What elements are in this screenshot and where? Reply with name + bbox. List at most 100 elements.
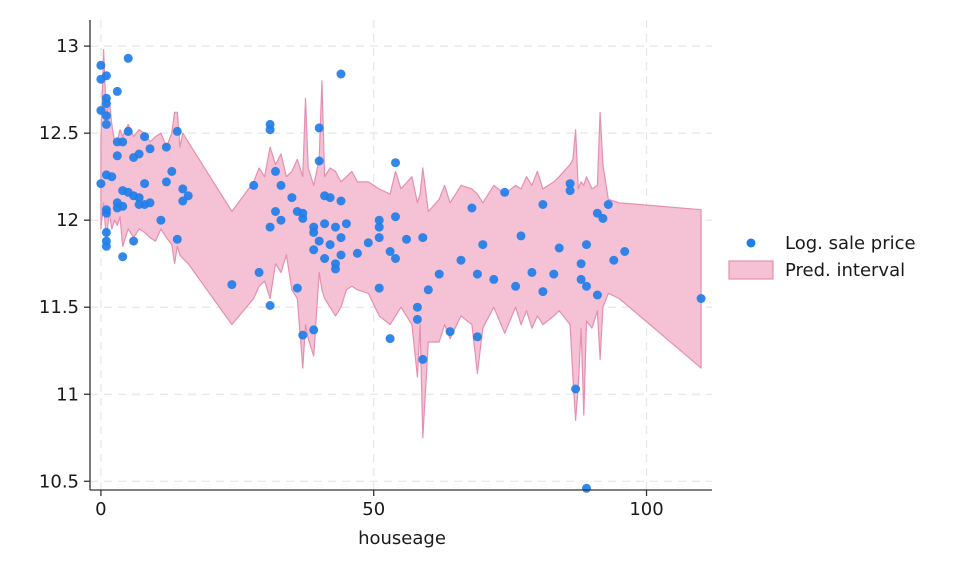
data-point-37 bbox=[145, 144, 155, 154]
data-point-112 bbox=[516, 231, 526, 241]
data-point-61 bbox=[292, 283, 302, 293]
data-point-81 bbox=[336, 196, 346, 206]
data-point-130 bbox=[609, 255, 619, 265]
x-axis-label: houseage bbox=[358, 528, 446, 549]
data-point-74 bbox=[320, 254, 330, 263]
data-point-3 bbox=[96, 179, 106, 189]
data-point-69 bbox=[314, 123, 324, 133]
data-point-120 bbox=[571, 384, 581, 394]
data-point-41 bbox=[161, 177, 171, 187]
data-point-56 bbox=[271, 207, 280, 216]
data-point-84 bbox=[341, 219, 351, 229]
data-point-25 bbox=[123, 53, 133, 63]
y-tick-label-2: 11.5 bbox=[39, 297, 79, 318]
data-point-59 bbox=[287, 193, 297, 203]
data-point-14 bbox=[101, 241, 111, 251]
data-point-4 bbox=[101, 71, 111, 81]
data-point-93 bbox=[391, 158, 400, 168]
data-point-75 bbox=[325, 193, 335, 203]
data-point-118 bbox=[565, 179, 575, 189]
data-point-47 bbox=[183, 191, 193, 201]
data-point-42 bbox=[167, 166, 177, 176]
data-point-114 bbox=[538, 200, 548, 209]
y-tick-label-0: 10.5 bbox=[39, 471, 79, 492]
legend-point-marker bbox=[746, 238, 756, 248]
data-point-121 bbox=[576, 259, 586, 269]
data-point-107 bbox=[472, 332, 482, 342]
data-point-21 bbox=[118, 137, 128, 147]
data-point-24 bbox=[118, 252, 128, 262]
data-point-49 bbox=[249, 180, 259, 190]
data-point-96 bbox=[402, 234, 411, 244]
sale-price-points bbox=[96, 53, 706, 493]
data-point-73 bbox=[320, 219, 330, 229]
y-tick-label-1: 11 bbox=[56, 384, 79, 405]
data-point-86 bbox=[363, 238, 373, 248]
data-point-113 bbox=[527, 267, 537, 277]
data-point-87 bbox=[374, 215, 384, 225]
data-point-103 bbox=[445, 327, 455, 337]
y-tick-label-3: 12 bbox=[56, 210, 79, 231]
data-point-109 bbox=[489, 274, 499, 284]
y-tick-label-5: 13 bbox=[56, 36, 79, 57]
y-tick-label-4: 12.5 bbox=[39, 123, 79, 144]
data-point-32 bbox=[134, 193, 144, 203]
data-point-89 bbox=[374, 233, 384, 243]
data-point-117 bbox=[554, 243, 564, 253]
prediction-interval-band bbox=[100, 49, 702, 439]
data-point-7 bbox=[101, 111, 111, 121]
data-point-106 bbox=[472, 269, 482, 279]
data-point-53 bbox=[265, 222, 275, 232]
legend-label-points: Log. sale price bbox=[785, 233, 916, 254]
data-point-31 bbox=[134, 149, 144, 159]
data-point-18 bbox=[112, 151, 122, 161]
data-point-128 bbox=[598, 213, 608, 223]
data-point-99 bbox=[418, 233, 428, 243]
data-point-101 bbox=[423, 285, 433, 295]
x-tick-label-1: 50 bbox=[362, 499, 385, 520]
legend-band-swatch bbox=[728, 260, 774, 280]
prediction-interval-area bbox=[100, 49, 702, 439]
data-point-68 bbox=[309, 325, 319, 335]
data-point-52 bbox=[265, 125, 275, 135]
data-point-125 bbox=[582, 483, 591, 493]
data-point-67 bbox=[309, 245, 319, 255]
data-point-43 bbox=[172, 126, 182, 136]
data-point-57 bbox=[276, 180, 286, 190]
x-tick-label-2: 100 bbox=[629, 499, 663, 520]
data-point-90 bbox=[374, 283, 384, 293]
data-point-88 bbox=[374, 222, 384, 232]
data-point-100 bbox=[418, 354, 428, 364]
data-point-97 bbox=[412, 302, 422, 312]
data-point-76 bbox=[325, 240, 335, 250]
x-tick-label-0: 0 bbox=[95, 499, 106, 520]
data-point-123 bbox=[582, 240, 591, 250]
data-point-38 bbox=[145, 198, 155, 208]
data-point-71 bbox=[314, 236, 324, 246]
data-point-80 bbox=[336, 69, 346, 79]
data-point-34 bbox=[140, 132, 150, 142]
data-point-44 bbox=[172, 234, 182, 244]
data-point-55 bbox=[271, 166, 280, 176]
data-point-50 bbox=[254, 267, 264, 277]
data-point-35 bbox=[140, 179, 150, 189]
data-point-45 bbox=[178, 184, 188, 194]
data-point-95 bbox=[391, 254, 400, 263]
data-point-131 bbox=[620, 247, 630, 256]
axes: 10.5 11 11.5 12 12.5 13 0 50 100 bbox=[39, 20, 712, 520]
data-point-6 bbox=[101, 99, 111, 109]
data-point-98 bbox=[412, 314, 422, 324]
data-point-16 bbox=[112, 86, 122, 96]
data-point-83 bbox=[336, 250, 346, 260]
data-point-30 bbox=[129, 236, 139, 246]
data-point-110 bbox=[500, 187, 510, 197]
data-point-11 bbox=[101, 208, 111, 218]
data-point-82 bbox=[336, 233, 346, 243]
data-point-108 bbox=[478, 240, 488, 250]
data-point-58 bbox=[276, 215, 286, 225]
data-point-116 bbox=[549, 269, 559, 279]
data-point-124 bbox=[582, 281, 591, 291]
data-point-129 bbox=[603, 200, 613, 209]
